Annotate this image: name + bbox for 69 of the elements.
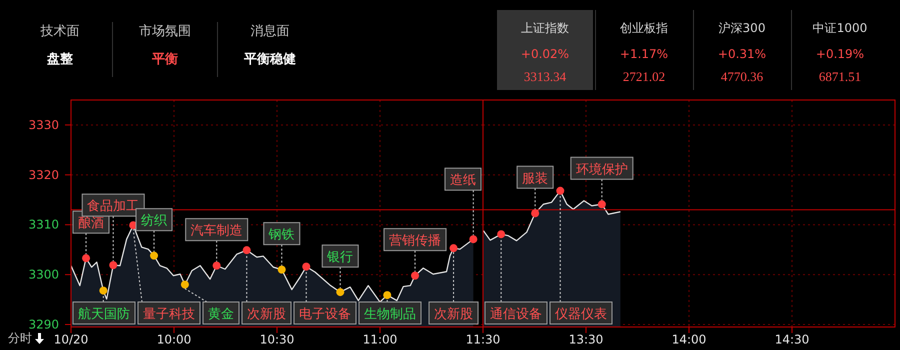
point	[450, 244, 458, 252]
point	[497, 230, 506, 238]
annotation: 通信设备	[490, 307, 542, 322]
text: 消息面	[250, 23, 290, 40]
text: +0.19%	[814, 47, 866, 61]
annotation: 仪器仪表	[555, 307, 607, 322]
annotation: 黄金	[208, 307, 234, 322]
annotation: 生物制品	[364, 307, 416, 322]
x-tick-label: 10:00	[156, 332, 192, 347]
annotation: 航天国防	[78, 307, 130, 322]
text: 分时	[8, 330, 32, 347]
point	[150, 252, 158, 260]
point	[469, 235, 478, 244]
annotation: 汽车制造	[190, 224, 243, 239]
text: +0.02%	[520, 47, 570, 61]
text: 4770.36	[720, 69, 764, 85]
x-tick-label: 14:30	[774, 332, 810, 347]
point	[302, 262, 310, 271]
x-tick-label: 10:30	[260, 332, 294, 347]
point	[212, 262, 221, 270]
text: 平衡稳健	[243, 51, 297, 68]
annotation: 银行	[326, 250, 354, 266]
point	[383, 291, 392, 300]
annotation: 纺织	[141, 214, 168, 229]
annotation: 酿酒	[78, 216, 104, 232]
point	[99, 286, 108, 295]
text: 3313.34	[522, 69, 568, 85]
text: 平衡	[151, 51, 179, 68]
point	[531, 209, 540, 218]
text: 中证1000	[812, 20, 868, 37]
annotation: 量子科技	[143, 307, 195, 322]
annotation: 次新股	[247, 307, 286, 322]
y-tick-label: 3290	[28, 318, 59, 332]
point	[82, 254, 90, 262]
y-tick-label: 3310	[28, 218, 59, 232]
text: 市场氛围	[138, 23, 192, 40]
text: 技术面	[40, 23, 80, 40]
annotation: 钢铁	[268, 228, 295, 243]
point	[242, 246, 251, 254]
text: 沪深300	[718, 20, 766, 37]
annotation: 服装	[522, 171, 548, 186]
text: 6871.51	[818, 69, 862, 85]
text: 上证指数	[520, 20, 570, 37]
text: 2721.02	[622, 69, 666, 85]
text: +0.31%	[716, 47, 768, 61]
x-tick-label: 10/20	[54, 332, 88, 347]
point	[278, 266, 286, 274]
point	[411, 272, 420, 280]
point	[556, 186, 564, 195]
point	[598, 200, 606, 208]
x-tick-label: 14:00	[672, 332, 706, 347]
text: 创业板指	[619, 20, 669, 37]
annotation: 次新股	[434, 307, 474, 322]
y-tick-label: 3330	[28, 118, 59, 132]
point	[336, 288, 344, 296]
point	[180, 280, 189, 289]
annotation: 造纸	[450, 173, 476, 188]
point	[109, 261, 118, 270]
text: +1.17%	[618, 47, 670, 61]
y-tick-label: 3300	[28, 268, 59, 282]
y-tick-label: 3320	[28, 168, 59, 182]
annotation: 环境保护	[576, 161, 628, 178]
annotation: 食品加工	[87, 199, 140, 214]
text: 盘整	[46, 51, 74, 68]
x-tick-label: 11:30	[466, 332, 500, 347]
x-tick-label: 13:30	[568, 332, 604, 347]
annotation: 电子设备	[299, 307, 351, 322]
x-tick-label: 11:00	[362, 332, 398, 347]
annotation: 营销传播	[389, 234, 442, 249]
